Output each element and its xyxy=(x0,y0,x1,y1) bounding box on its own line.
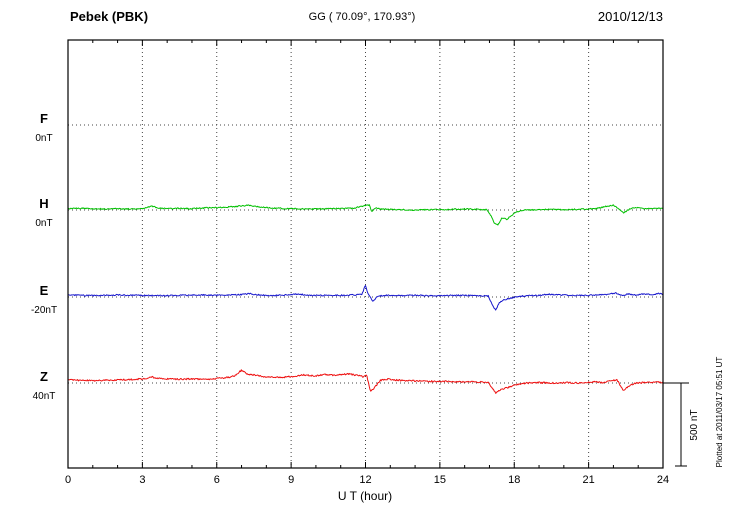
component-label-H: H xyxy=(39,196,48,211)
scale-bar-label: 500 nT xyxy=(689,409,700,440)
component-baseline-H: 0nT xyxy=(35,218,52,229)
x-tick-label: 15 xyxy=(434,474,446,486)
traces xyxy=(67,204,664,394)
station-title: Pebek (PBK) xyxy=(70,9,148,24)
grid-lines xyxy=(67,40,664,468)
plot-date: 2010/12/13 xyxy=(598,9,663,24)
x-tick-label: 6 xyxy=(214,474,220,486)
x-axis-label: U T (hour) xyxy=(338,489,392,503)
trace-H xyxy=(67,204,664,226)
plotted-at-note: Plotted at 2011/03/17 05:51 UT xyxy=(715,357,724,468)
component-baseline-Z: 40nT xyxy=(33,391,56,402)
x-tick-label: 12 xyxy=(359,474,371,486)
x-tick-label: 9 xyxy=(288,474,294,486)
x-tick-label: 18 xyxy=(508,474,520,486)
component-label-F: F xyxy=(40,111,48,126)
x-tick-label: 0 xyxy=(65,474,71,486)
x-tick-labels: 0 3 6 9 12 15 18 21 24 xyxy=(65,474,669,486)
station-coords: GG ( 70.09°, 170.93°) xyxy=(309,11,416,23)
x-tick-label: 24 xyxy=(657,474,669,486)
trace-E xyxy=(67,285,664,311)
component-label-Z: Z xyxy=(40,369,48,384)
component-baseline-F: 0nT xyxy=(35,133,52,144)
component-label-E: E xyxy=(40,283,49,298)
x-tick-label: 3 xyxy=(139,474,145,486)
trace-Z xyxy=(67,369,664,394)
component-baseline-E: -20nT xyxy=(31,305,57,316)
plot-border xyxy=(67,39,664,469)
x-tick-label: 21 xyxy=(583,474,595,486)
